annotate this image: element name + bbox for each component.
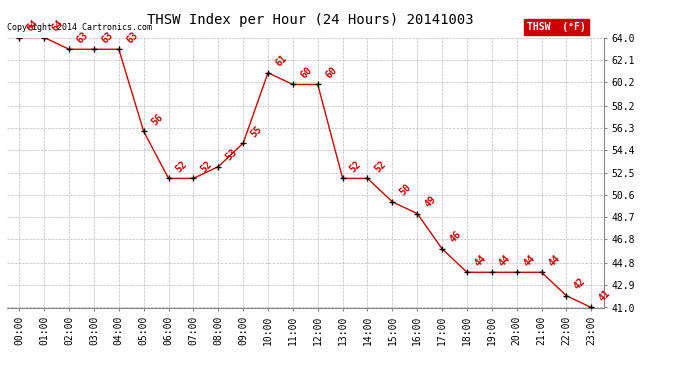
Text: THSW Index per Hour (24 Hours) 20141003: THSW Index per Hour (24 Hours) 20141003 (147, 13, 474, 27)
Text: 41: 41 (597, 288, 612, 303)
Text: Copyright 2014 Cartronics.com: Copyright 2014 Cartronics.com (7, 23, 152, 32)
Text: 44: 44 (497, 253, 513, 268)
Text: 50: 50 (398, 182, 413, 198)
Text: 56: 56 (149, 112, 165, 127)
Text: 53: 53 (224, 147, 239, 162)
Text: 63: 63 (75, 30, 90, 45)
Text: 64: 64 (50, 18, 65, 33)
Text: 42: 42 (572, 276, 587, 292)
Text: 52: 52 (174, 159, 190, 174)
Text: THSW  (°F): THSW (°F) (527, 22, 586, 32)
Text: 52: 52 (348, 159, 364, 174)
Text: 55: 55 (248, 124, 264, 139)
Text: 49: 49 (423, 194, 438, 209)
Text: 63: 63 (99, 30, 115, 45)
Text: 60: 60 (324, 65, 339, 80)
Text: 44: 44 (473, 253, 488, 268)
Text: 44: 44 (547, 253, 562, 268)
Text: 44: 44 (522, 253, 538, 268)
Text: 46: 46 (448, 229, 463, 244)
Text: 64: 64 (25, 18, 40, 33)
Text: 63: 63 (124, 30, 140, 45)
Text: 60: 60 (299, 65, 314, 80)
Text: 52: 52 (373, 159, 388, 174)
Text: 52: 52 (199, 159, 215, 174)
Text: 61: 61 (273, 53, 289, 69)
